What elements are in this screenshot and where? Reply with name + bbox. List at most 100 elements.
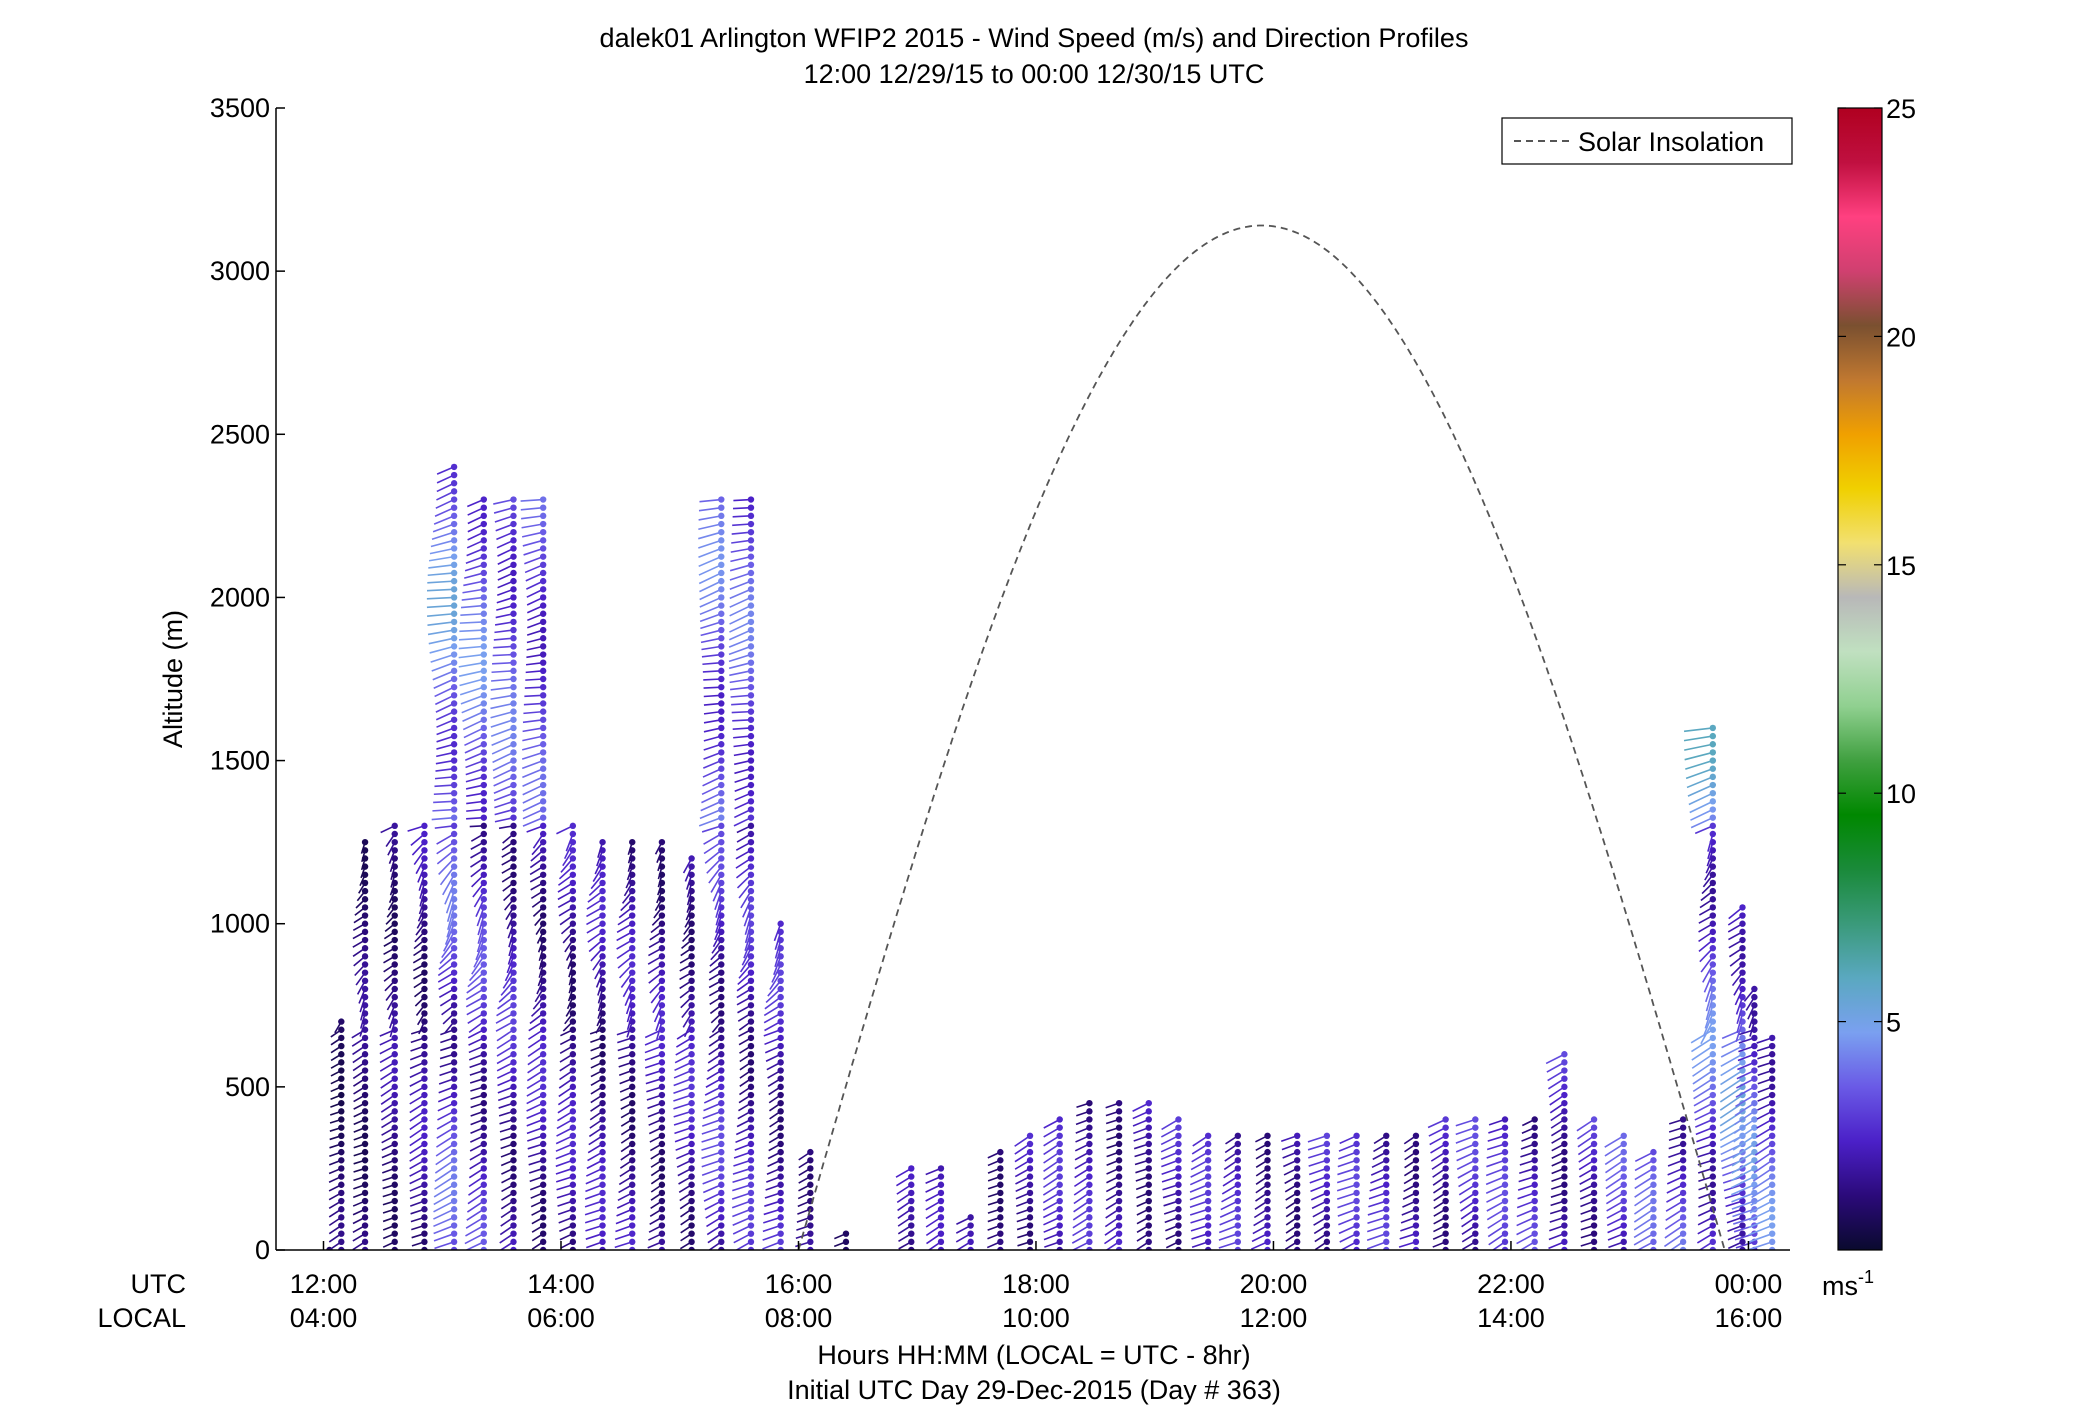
wind-barb-point bbox=[1768, 1051, 1776, 1058]
wind-barb-point bbox=[718, 1173, 725, 1180]
wind-barb-point bbox=[480, 626, 488, 634]
wind-barb-point bbox=[391, 1116, 398, 1123]
wind-barb-tail bbox=[446, 899, 455, 922]
wind-barb-tail bbox=[435, 702, 455, 713]
wind-barb-point bbox=[807, 1173, 814, 1180]
wind-barb-point bbox=[450, 732, 458, 740]
wind-barb-point bbox=[361, 1059, 369, 1066]
wind-barb-point bbox=[777, 1075, 784, 1082]
wind-barb-point bbox=[510, 602, 517, 609]
wind-barb-tail bbox=[469, 963, 485, 982]
wind-barb-point bbox=[718, 724, 725, 732]
wind-barb-point bbox=[569, 1246, 577, 1250]
wind-barb-point bbox=[718, 814, 725, 821]
wind-barb-tail bbox=[969, 1249, 971, 1250]
wind-barb-point bbox=[338, 1059, 345, 1066]
wind-barb-point bbox=[450, 887, 458, 895]
wind-barb-point bbox=[510, 765, 517, 772]
wind-barb-point bbox=[629, 1124, 636, 1131]
wind-barb-point bbox=[1383, 1197, 1390, 1205]
wind-barb-point bbox=[1561, 1124, 1568, 1131]
wind-barb-point bbox=[1590, 1206, 1598, 1213]
wind-barb-point bbox=[1501, 1214, 1509, 1221]
wind-barb-tail bbox=[1733, 1118, 1755, 1134]
wind-barb-tail bbox=[699, 498, 722, 503]
wind-barb-point bbox=[1751, 1042, 1758, 1050]
wind-barb-point bbox=[777, 1099, 784, 1107]
wind-barb-point bbox=[747, 1197, 755, 1205]
wind-barb-point bbox=[747, 1051, 755, 1058]
wind-barb-point bbox=[450, 1083, 458, 1091]
wind-barb-point bbox=[747, 969, 755, 976]
wind-barb-point bbox=[391, 855, 398, 862]
wind-barb-point bbox=[1353, 1197, 1360, 1205]
wind-barb-point bbox=[1472, 1132, 1479, 1140]
wind-barb-point bbox=[1709, 904, 1717, 911]
wind-barb-point bbox=[718, 1214, 725, 1221]
wind-barb-point bbox=[391, 1067, 398, 1074]
wind-barb-tail bbox=[434, 694, 455, 706]
wind-barb-tail bbox=[1755, 1135, 1773, 1147]
wind-barb-tail bbox=[435, 1143, 455, 1157]
wind-barb-tail bbox=[471, 955, 485, 975]
wind-barb-tail bbox=[719, 1249, 722, 1250]
wind-barb-tail bbox=[463, 580, 484, 587]
wind-barb-point bbox=[1768, 1165, 1776, 1172]
wind-barb-tail bbox=[1731, 1159, 1755, 1174]
wind-barb-point bbox=[1234, 1246, 1242, 1250]
wind-barb-point bbox=[480, 1189, 488, 1197]
wind-barb-point bbox=[658, 1067, 666, 1074]
wind-barb-point bbox=[510, 1189, 517, 1197]
wind-barb-point bbox=[450, 1148, 458, 1156]
wind-barb-point bbox=[747, 675, 755, 683]
wind-barb-tail bbox=[1087, 1249, 1090, 1250]
wind-barb-tail bbox=[1456, 1151, 1476, 1162]
wind-barb-point bbox=[421, 1214, 428, 1221]
wind-barb-point bbox=[391, 847, 398, 854]
wind-barb-point bbox=[1086, 1246, 1093, 1250]
wind-barb-point bbox=[480, 741, 488, 748]
wind-barb-tail bbox=[1634, 1159, 1654, 1172]
wind-barb-point bbox=[658, 1124, 666, 1131]
wind-barb-point bbox=[688, 1165, 695, 1172]
wind-barb-point bbox=[450, 537, 458, 544]
wind-barb-point bbox=[1294, 1222, 1301, 1229]
wind-barb-tail bbox=[730, 547, 752, 553]
wind-barb-point bbox=[539, 790, 547, 797]
wind-barb-point bbox=[1026, 1246, 1034, 1250]
wind-barb-point bbox=[1145, 1116, 1152, 1123]
wind-barb-point bbox=[629, 896, 636, 903]
wind-barb-point bbox=[510, 1132, 517, 1140]
wind-barb-point bbox=[510, 594, 517, 601]
wind-barb-point bbox=[1709, 969, 1717, 976]
wind-barb-point bbox=[908, 1238, 915, 1246]
wind-barb-tail bbox=[1307, 1143, 1328, 1151]
wind-barb-tail bbox=[1681, 1249, 1684, 1250]
wind-barb-tail bbox=[1705, 996, 1714, 1021]
wind-barb-point bbox=[1412, 1132, 1420, 1140]
wind-barb-point bbox=[688, 1246, 695, 1250]
wind-barb-point bbox=[361, 912, 369, 919]
wind-barb-point bbox=[450, 1018, 458, 1025]
wind-barb-point bbox=[569, 961, 577, 968]
wind-barb-point bbox=[658, 928, 666, 936]
wind-barb-point bbox=[1056, 1206, 1063, 1213]
wind-barb-point bbox=[1323, 1148, 1331, 1156]
wind-barb-point bbox=[569, 1026, 577, 1033]
wind-barb-point bbox=[688, 1124, 695, 1131]
y-tick-label: 2000 bbox=[210, 582, 270, 612]
wind-barb-point bbox=[1590, 1230, 1598, 1237]
wind-barb-point bbox=[1739, 944, 1746, 952]
wind-barb-point bbox=[539, 1099, 547, 1107]
wind-barb-point bbox=[1768, 1083, 1776, 1091]
wind-barb-tail bbox=[426, 604, 455, 609]
wind-barb-tail bbox=[475, 939, 485, 961]
wind-barb-point bbox=[1709, 977, 1717, 985]
wind-barb-point bbox=[997, 1181, 1004, 1188]
wind-barb-tail bbox=[1711, 1249, 1713, 1250]
wind-barb-point bbox=[1590, 1189, 1598, 1197]
wind-barb-point bbox=[510, 741, 517, 748]
wind-barb-point bbox=[718, 765, 725, 772]
wind-barb-tail bbox=[708, 866, 722, 884]
wind-barb-point bbox=[539, 1214, 547, 1221]
